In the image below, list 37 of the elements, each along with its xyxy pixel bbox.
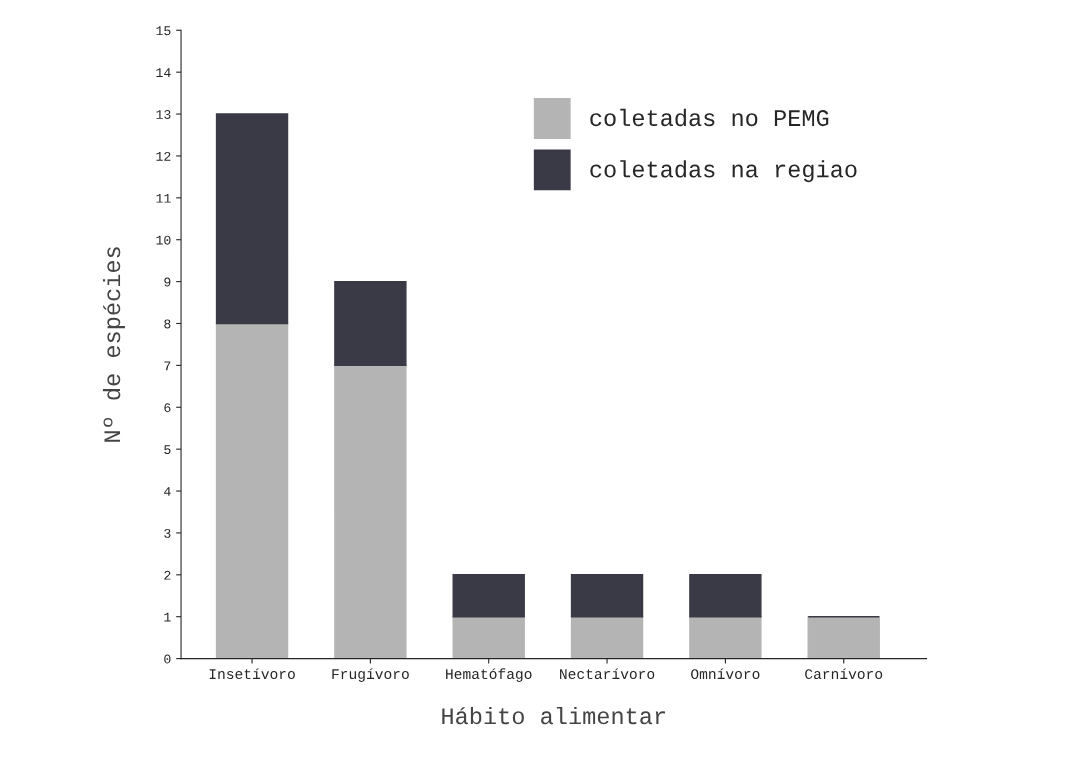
y-tick-label: 6 — [164, 403, 171, 413]
y-tick-label: 14 — [156, 68, 171, 77]
legend-label: coletadas no PEMG — [590, 108, 829, 127]
bar — [215, 113, 289, 325]
y-tick-label: 8 — [164, 319, 171, 329]
bar — [689, 616, 762, 659]
x-tick-label: Omnívoro — [691, 668, 760, 680]
bar — [334, 364, 407, 659]
x-tick-label: Hematófago — [446, 668, 532, 682]
bar — [215, 322, 289, 659]
y-tick-label: 12 — [156, 151, 171, 161]
bar — [807, 616, 880, 659]
x-tick-label: Nectarívoro — [560, 668, 655, 680]
bar — [334, 280, 407, 367]
y-tick-label: 2 — [164, 570, 171, 580]
bar — [452, 616, 525, 659]
bar — [689, 574, 762, 618]
x-axis-title: Hábito alimentar — [442, 706, 666, 725]
y-axis-title: Nº de espécies — [102, 247, 125, 442]
y-tick-label: 1 — [164, 612, 171, 622]
y-tick-label: 0 — [164, 654, 171, 664]
x-tick-label: Insetívoro — [209, 668, 295, 680]
bar — [452, 574, 525, 618]
bar — [570, 616, 644, 659]
y-tick-label: 13 — [156, 110, 171, 119]
bar — [570, 574, 644, 618]
y-tick-label: 10 — [156, 235, 171, 245]
y-tick-label: 5 — [164, 445, 171, 455]
x-tick-label: Carnívoro — [805, 668, 883, 680]
y-tick-label: 15 — [156, 26, 171, 36]
x-tick-label: Frugívoro — [332, 668, 409, 682]
legend-label: coletadas na regiao — [590, 160, 857, 183]
y-tick-label: 11 — [156, 193, 171, 203]
y-tick-label: 7 — [164, 361, 171, 371]
y-tick-label: 4 — [164, 487, 171, 496]
y-tick-label: 9 — [164, 277, 171, 287]
y-tick-label: 3 — [164, 528, 171, 538]
